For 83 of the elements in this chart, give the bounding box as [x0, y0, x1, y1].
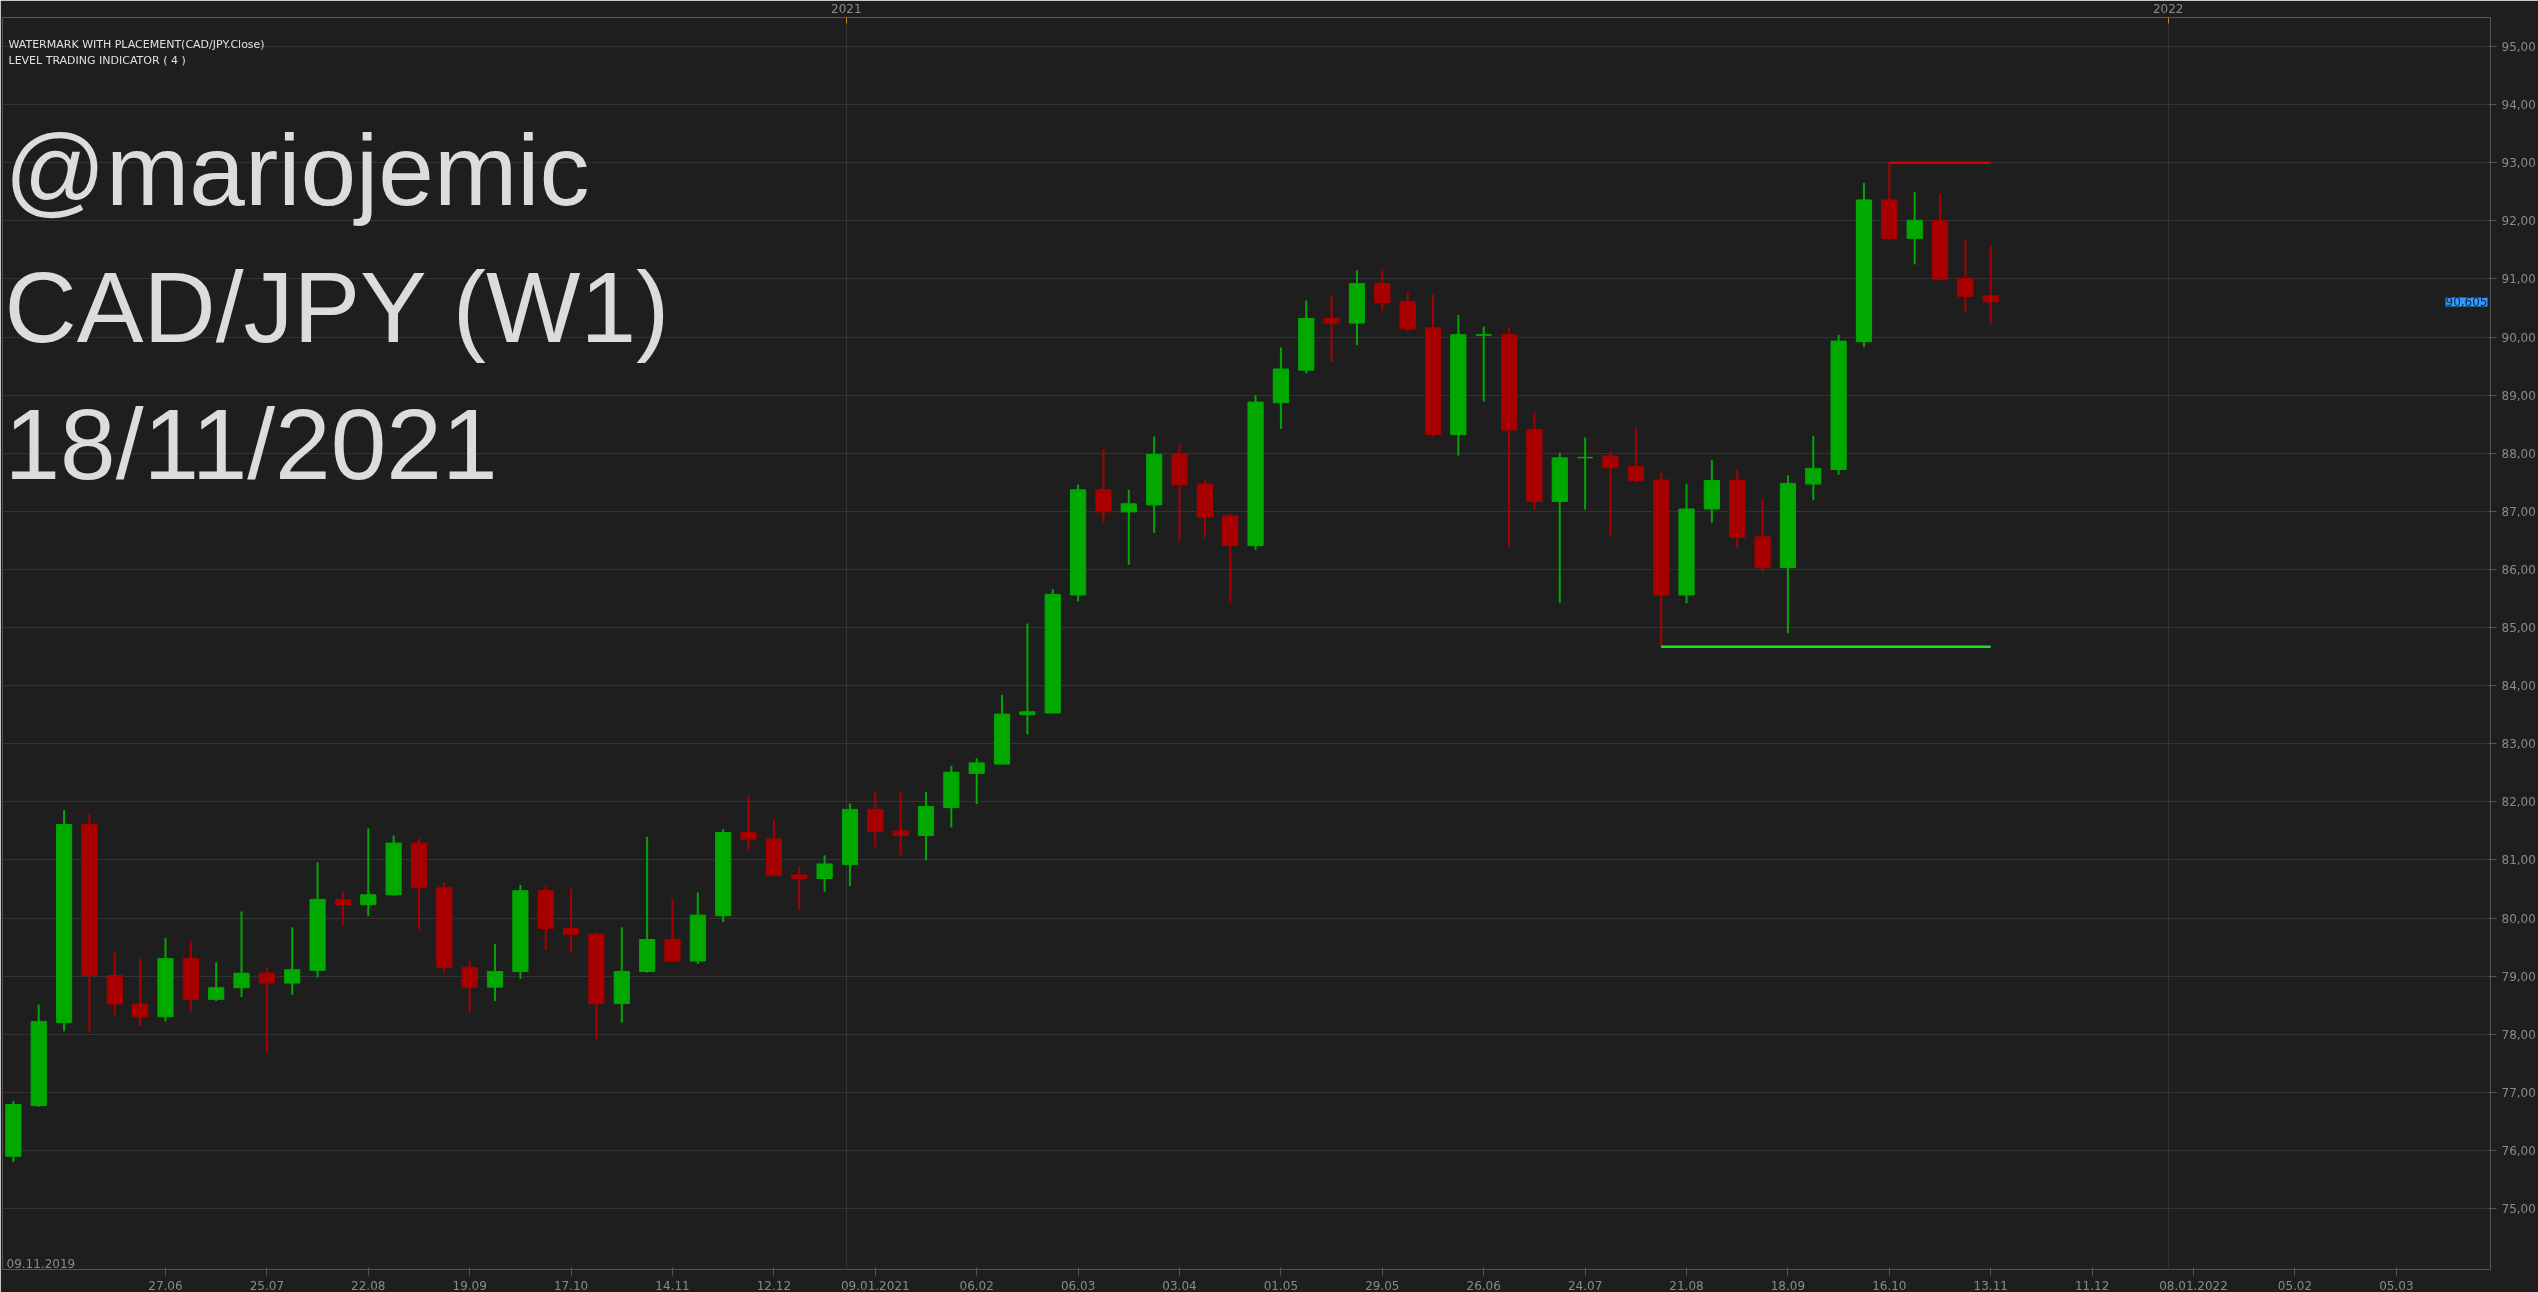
y-tick-label: 94,00 — [2501, 98, 2536, 113]
candlestick — [1095, 448, 1112, 524]
candlestick — [1982, 244, 1999, 326]
annotation: 09.11.2019 — [6, 1256, 76, 1271]
candlestick — [1627, 426, 1644, 484]
y-tick-label: 86,00 — [2501, 562, 2536, 577]
y-tick-label: 85,00 — [2501, 621, 2536, 636]
x-tick-label: 16.10 — [1872, 1278, 1907, 1292]
y-tick-label: 82,00 — [2501, 795, 2536, 810]
y-tick-label: 77,00 — [2501, 1085, 2536, 1100]
x-tick-label: 19.09 — [452, 1278, 487, 1292]
candlestick — [1475, 325, 1492, 403]
candlestick — [562, 887, 580, 954]
candlestick — [664, 898, 681, 964]
candlestick — [816, 854, 833, 893]
x-tick-label: 03.04 — [1162, 1278, 1197, 1292]
x-tick-label: 05.02 — [2277, 1278, 2313, 1292]
candlestick — [1019, 622, 1036, 736]
candlestick — [968, 757, 985, 806]
y-tick-label: 91,00 — [2501, 272, 2536, 287]
x-tick-label: 26.06 — [1466, 1278, 1501, 1292]
x-tick-label: 18.09 — [1770, 1278, 1806, 1292]
annotation: LEVEL TRADING INDICATOR ( 4 ) — [8, 53, 186, 67]
candlestick — [132, 957, 149, 1028]
y-tick-label: 75,00 — [2501, 1202, 2536, 1216]
candlestick — [461, 960, 478, 1014]
candlestick — [284, 926, 301, 996]
candlestick — [740, 795, 757, 852]
y-tick-label: 87,00 — [2501, 504, 2536, 519]
x-tick-label: 08.01.2022 — [2159, 1278, 2228, 1292]
y-tick-label: 92,00 — [2501, 214, 2536, 229]
candlestick — [791, 865, 808, 911]
y-tick-label: 80,00 — [2501, 911, 2536, 926]
candlestick — [360, 827, 377, 918]
candlestick — [892, 790, 909, 857]
x-tick-label: 06.02 — [959, 1278, 994, 1292]
x-tick-label: 05.03 — [2379, 1278, 2414, 1292]
candlestick — [334, 890, 352, 926]
candlestick — [1323, 294, 1340, 364]
x-tick-label: 12.12 — [756, 1278, 792, 1292]
candlestick — [1602, 449, 1619, 538]
candlestick — [258, 966, 275, 1054]
annotation: CAD/JPY (W1) — [4, 250, 670, 363]
x2-tick-label: 2021 — [831, 1, 862, 16]
y-tick-label: 78,00 — [2501, 1027, 2536, 1042]
x-tick-label: 01.05 — [1263, 1278, 1299, 1292]
x-tick-label: 27.06 — [148, 1278, 183, 1292]
y-tick-label: 88,00 — [2501, 446, 2536, 461]
candlestick — [1805, 434, 1822, 502]
y-tick-label: 84,00 — [2501, 679, 2536, 694]
y-tick-label: 81,00 — [2501, 853, 2536, 868]
x-tick-label: 14.11 — [655, 1278, 690, 1292]
annotation: WATERMARK WITH PLACEMENT(CAD/JPY.Close) — [8, 37, 265, 51]
annotation: @mariojemic — [4, 113, 590, 226]
y-tick-label: 93,00 — [2501, 156, 2536, 171]
x-tick-label: 13.11 — [1973, 1278, 2008, 1292]
candlestick — [233, 910, 250, 999]
y-tick-label: 83,00 — [2501, 737, 2536, 752]
y-tick-label: 89,00 — [2501, 388, 2536, 403]
x-tick-label: 06.03 — [1060, 1278, 1096, 1292]
x-tick-label: 25.07 — [249, 1278, 285, 1292]
candlestick — [1957, 238, 1974, 314]
candlestick — [208, 961, 225, 1003]
y-tick-label: 79,00 — [2501, 969, 2536, 984]
y-tick-label: 76,00 — [2501, 1143, 2536, 1158]
candlestick — [1120, 488, 1137, 566]
x-tick-label: 22.08 — [351, 1278, 386, 1292]
candlestick — [486, 943, 504, 1003]
x-tick-label: 11.12 — [2074, 1278, 2110, 1292]
annotation: 90,605 — [2445, 295, 2488, 310]
x-tick-label: 17.10 — [553, 1278, 589, 1292]
x-tick-label: 29.05 — [1365, 1278, 1400, 1292]
annotation: 18/11/2021 — [4, 387, 498, 500]
candlestick — [1374, 268, 1391, 312]
y-tick-label: 95,00 — [2501, 40, 2536, 55]
candlestick — [1577, 436, 1594, 511]
candlestick — [1906, 191, 1923, 266]
x2-tick-label: 2022 — [2152, 1, 2184, 16]
y-tick-label: 90,00 — [2501, 330, 2536, 345]
x-tick-label: 09.01.2021 — [840, 1278, 910, 1292]
candlestick — [867, 790, 884, 849]
x-tick-label: 21.08 — [1669, 1278, 1704, 1292]
x-tick-label: 24.07 — [1567, 1278, 1603, 1292]
